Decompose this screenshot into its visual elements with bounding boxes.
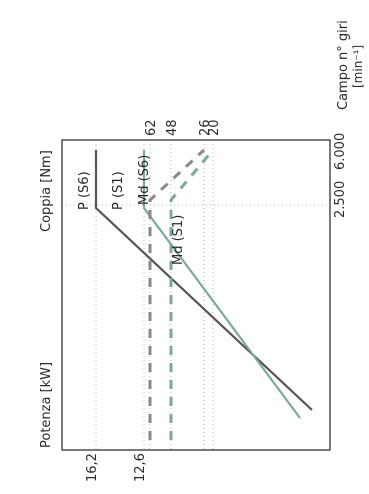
torque-tick-26: 26 bbox=[198, 119, 213, 136]
label-md-s6: Md (S6) bbox=[137, 155, 152, 205]
speed-axis-title: Campo n° giri bbox=[336, 20, 351, 110]
label-p-s1: P (S1) bbox=[111, 171, 126, 210]
torque-tick-48: 48 bbox=[165, 119, 180, 136]
label-md-s1: Md (S1) bbox=[171, 215, 186, 265]
torque-tick-20: 20 bbox=[207, 119, 222, 136]
power-tick-12-6: 12,6 bbox=[133, 453, 148, 482]
plot-frame bbox=[61, 139, 331, 451]
power-axis-title: Potenza [kW] bbox=[39, 362, 54, 448]
speed-tick-6000: 6.000 bbox=[333, 133, 348, 170]
torque-tick-62: 62 bbox=[144, 119, 159, 136]
speed-tick-2500: 2.500 bbox=[333, 181, 348, 218]
grid bbox=[62, 140, 330, 450]
labels-layer: Potenza [kW] Coppia [Nm] Campo n° giri [min… bbox=[39, 20, 365, 482]
power-tick-16-2: 16,2 bbox=[85, 453, 100, 482]
series-p-s6 bbox=[94, 150, 313, 411]
label-p-s6: P (S6) bbox=[77, 171, 92, 210]
series-md-s6 bbox=[148, 148, 206, 440]
speed-axis-unit: [min⁻¹] bbox=[351, 45, 365, 88]
series-md-s1 bbox=[169, 149, 215, 440]
series-layer bbox=[94, 148, 313, 440]
torque-axis-title: Coppia [Nm] bbox=[39, 150, 54, 232]
series-p-s1 bbox=[142, 150, 301, 419]
